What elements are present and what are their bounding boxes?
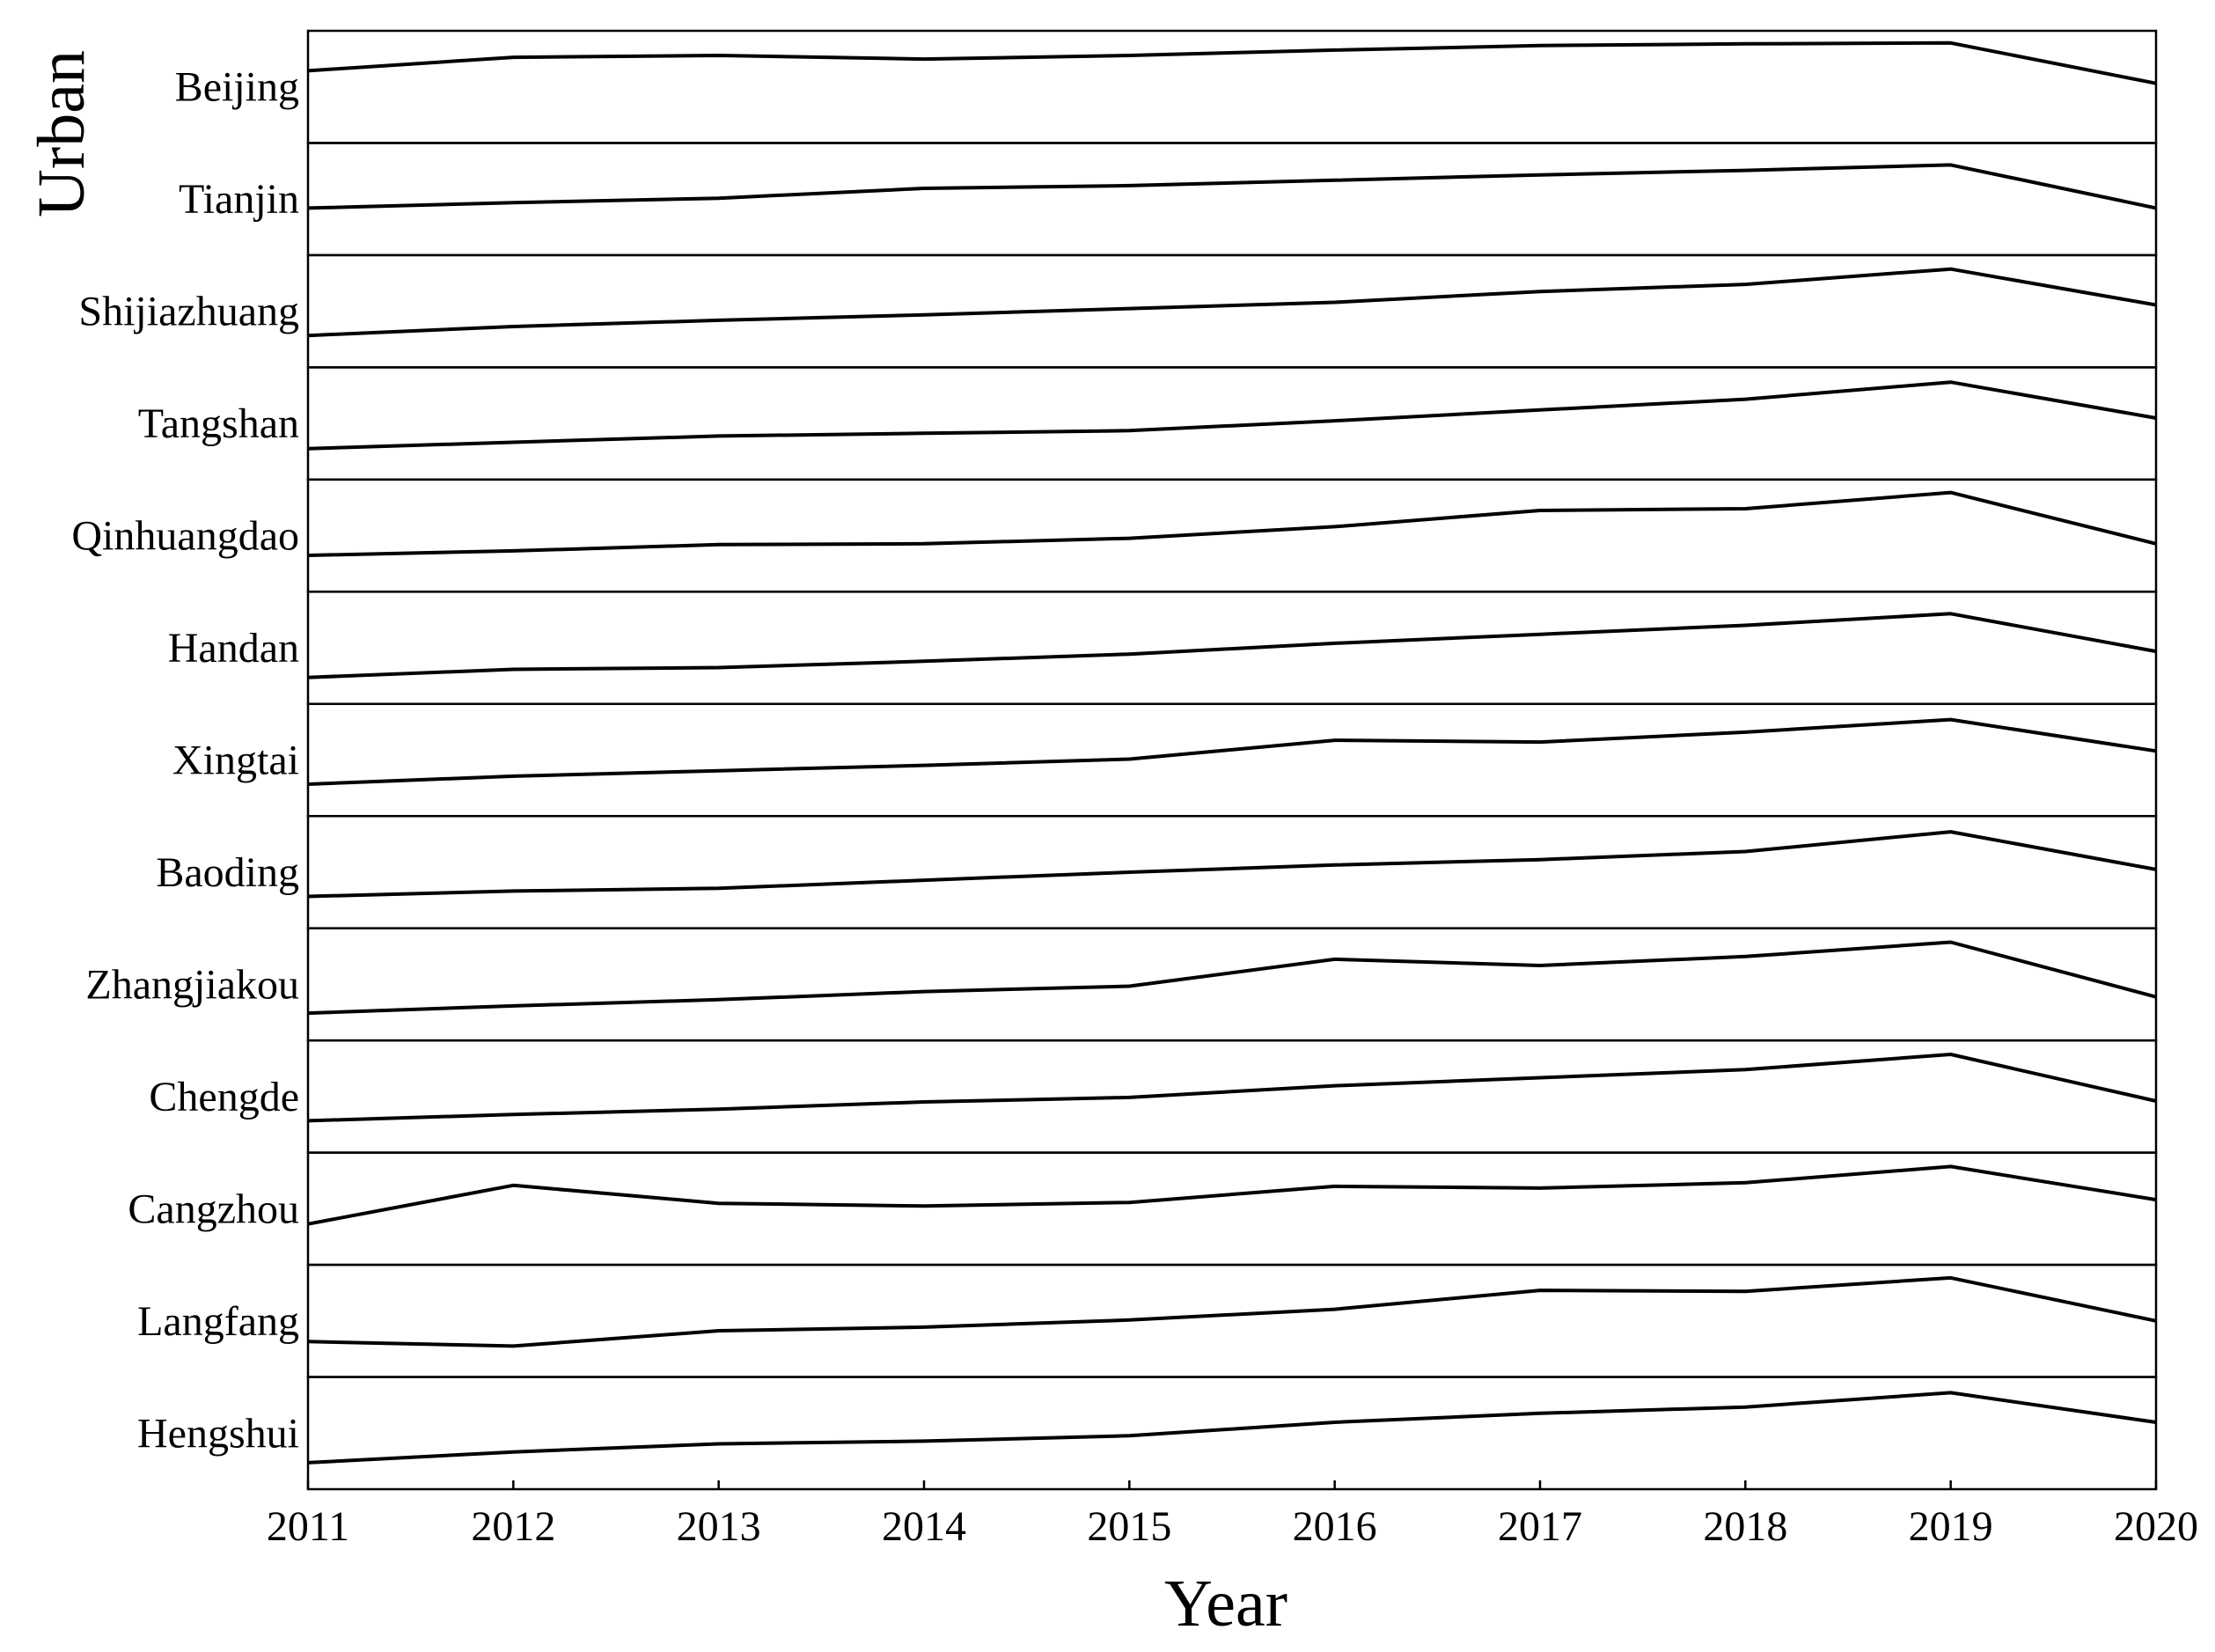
panel-cangzhou: Cangzhou bbox=[128, 1151, 2158, 1267]
x-tick-label: 2014 bbox=[882, 1503, 966, 1550]
x-axis-title: Year bbox=[1164, 1567, 1287, 1641]
panel-frame bbox=[306, 927, 2158, 1042]
panel-frame bbox=[306, 142, 2158, 257]
y-axis-title: Urban bbox=[25, 50, 99, 217]
city-label-zhangjiakou: Zhangjiakou bbox=[85, 961, 299, 1008]
series-line-shijiazhuang bbox=[307, 267, 2157, 338]
chart-panels: Beijing Tianjin Shijiazhuang Tangshan Qinhua… bbox=[71, 29, 2158, 1491]
panel-frame bbox=[306, 1151, 2158, 1267]
x-tick-label: 2013 bbox=[677, 1503, 761, 1550]
x-tick-label: 2011 bbox=[267, 1503, 349, 1550]
panel-frame bbox=[306, 1039, 2158, 1154]
panel-hengshui: Hengshui bbox=[137, 1376, 2158, 1491]
city-label-langfang: Langfang bbox=[137, 1298, 299, 1345]
city-label-hengshui: Hengshui bbox=[137, 1410, 299, 1457]
panel-langfang: Langfang bbox=[137, 1263, 2158, 1378]
series-line-langfang bbox=[307, 1275, 2157, 1348]
panel-handan: Handan bbox=[168, 591, 2158, 706]
x-axis-ticks: 2011 2012 2013 2014 2015 2016 2017 2018 2019 2020 bbox=[267, 1480, 2198, 1550]
x-tick-label: 2020 bbox=[2114, 1503, 2198, 1550]
panel-frame bbox=[306, 814, 2158, 929]
city-label-qinhuangdao: Qinhuangdao bbox=[71, 513, 299, 560]
city-label-cangzhou: Cangzhou bbox=[128, 1186, 299, 1232]
panel-shijiazhuang: Shijiazhuang bbox=[78, 253, 2158, 369]
city-label-tangshan: Tangshan bbox=[138, 400, 299, 447]
x-tick-label: 2016 bbox=[1293, 1503, 1377, 1550]
panel-frame bbox=[306, 478, 2158, 593]
series-line-cangzhou bbox=[307, 1164, 2157, 1226]
series-line-beijing bbox=[307, 40, 2157, 85]
city-label-handan: Handan bbox=[168, 625, 299, 672]
panel-frame bbox=[306, 29, 2158, 144]
series-line-hengshui bbox=[307, 1391, 2157, 1465]
city-label-xingtai: Xingtai bbox=[172, 738, 299, 784]
panel-zhangjiakou: Zhangjiakou bbox=[85, 927, 2158, 1042]
x-tick-label: 2018 bbox=[1703, 1503, 1787, 1550]
panel-chengde: Chengde bbox=[149, 1039, 2158, 1154]
series-line-chengde bbox=[307, 1053, 2157, 1123]
panel-qinhuangdao: Qinhuangdao bbox=[71, 478, 2158, 593]
x-tick-label: 2015 bbox=[1087, 1503, 1171, 1550]
panel-tangshan: Tangshan bbox=[138, 366, 2158, 481]
panel-xingtai: Xingtai bbox=[172, 702, 2158, 818]
city-label-chengde: Chengde bbox=[149, 1074, 299, 1120]
panel-beijing: Beijing bbox=[175, 29, 2158, 144]
panel-frame bbox=[306, 253, 2158, 369]
city-label-beijing: Beijing bbox=[175, 64, 299, 111]
x-tick-label: 2019 bbox=[1909, 1503, 1993, 1550]
x-tick-label: 2012 bbox=[471, 1503, 555, 1550]
series-line-handan bbox=[307, 612, 2157, 679]
series-line-zhangjiakou bbox=[307, 940, 2157, 1016]
panel-baoding: Baoding bbox=[156, 814, 2158, 929]
series-line-qinhuangdao bbox=[307, 490, 2157, 557]
x-tick-label: 2017 bbox=[1498, 1503, 1582, 1550]
series-line-xingtai bbox=[307, 717, 2157, 786]
series-line-tangshan bbox=[307, 380, 2157, 451]
panel-tianjin: Tianjin bbox=[179, 142, 2158, 257]
panel-frame bbox=[306, 1376, 2158, 1491]
series-line-baoding bbox=[307, 830, 2157, 899]
panel-frame bbox=[306, 702, 2158, 818]
series-line-tianjin bbox=[307, 163, 2157, 210]
city-label-baoding: Baoding bbox=[156, 849, 299, 896]
city-label-tianjin: Tianjin bbox=[179, 176, 299, 223]
city-label-shijiazhuang: Shijiazhuang bbox=[78, 289, 299, 335]
panel-frame bbox=[306, 366, 2158, 481]
